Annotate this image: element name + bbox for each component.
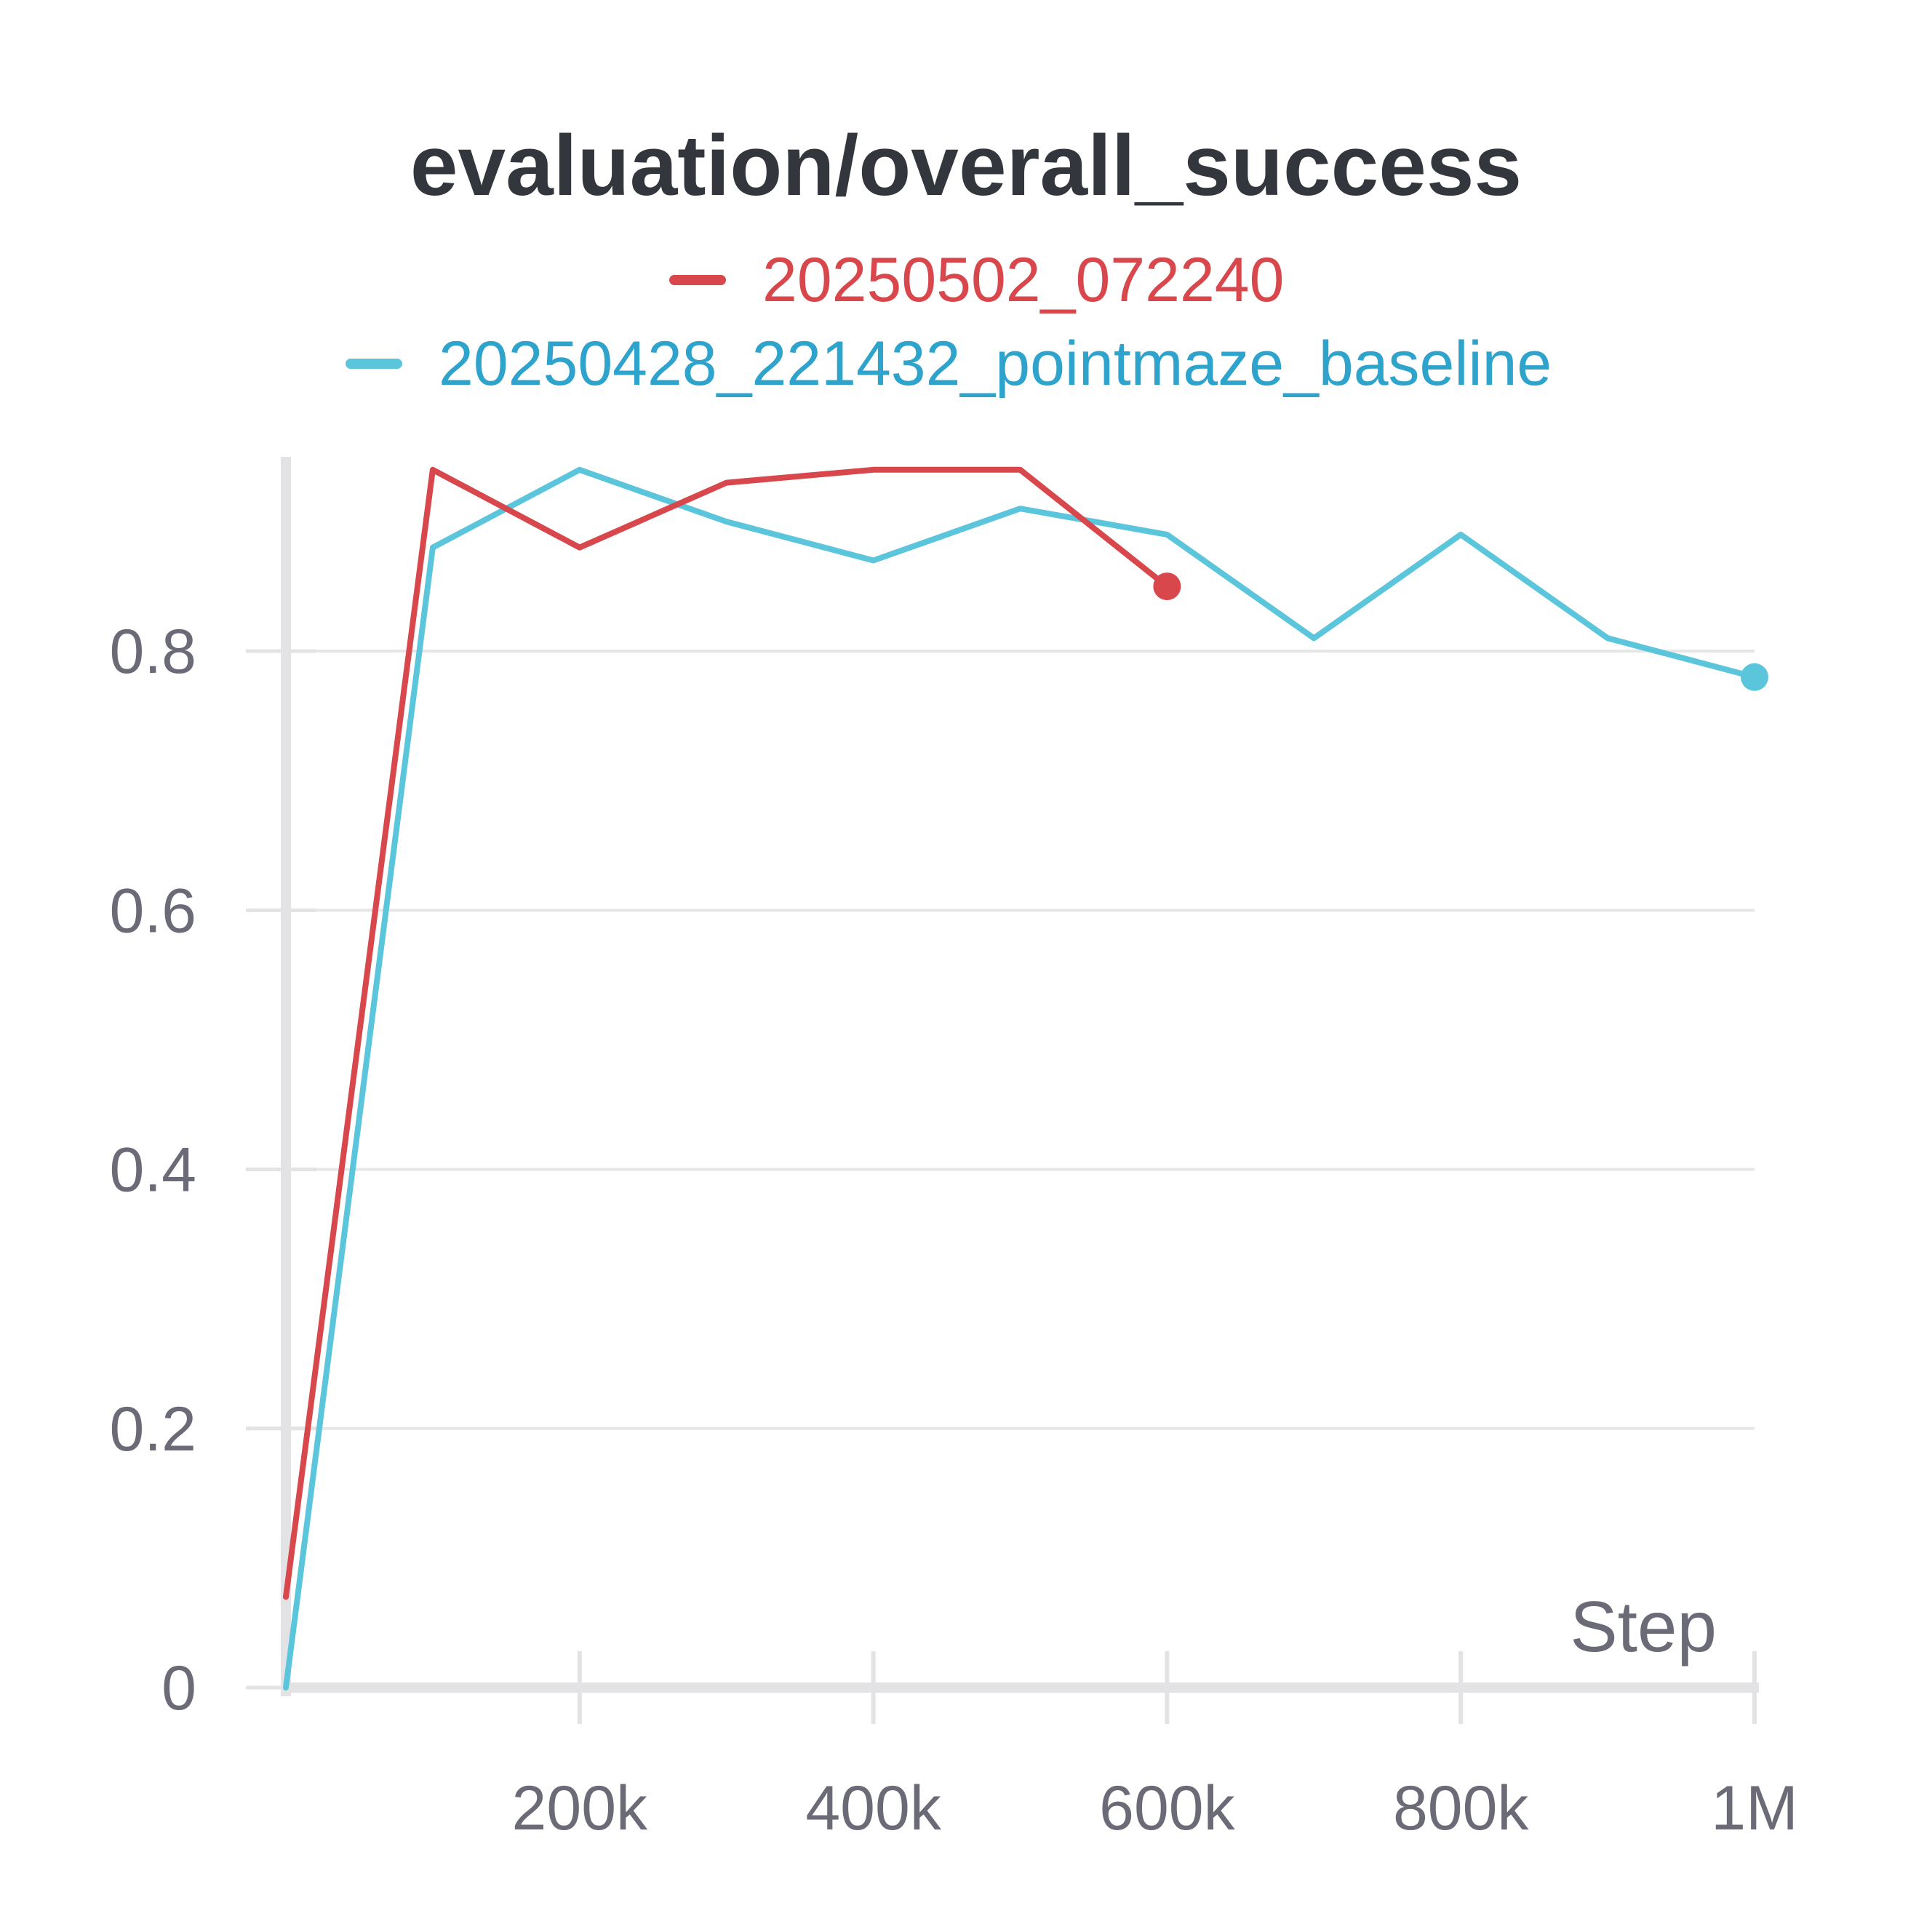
y-tick-label: 0.4 <box>109 1135 196 1205</box>
legend-label-series-1: 20250502_072240 <box>762 244 1285 315</box>
legend-swatch-series-1 <box>669 275 726 285</box>
tick-labels: 0 0.2 0.4 0.6 0.8 200k 400k 600k 800k 1M <box>109 617 1797 1843</box>
series-end-point-1 <box>1153 572 1181 601</box>
legend-swatch-series-2 <box>346 359 402 369</box>
x-tick-label: 200k <box>512 1773 648 1843</box>
y-tick-label: 0.6 <box>109 876 196 946</box>
chart-title: evaluation/overall_success <box>410 118 1522 214</box>
y-tick-label: 0 <box>161 1653 196 1723</box>
x-tick-label: 1M <box>1711 1773 1797 1843</box>
legend-label-series-2: 20250428_221432_pointmaze_baseline <box>439 328 1552 399</box>
legend-item-series-1[interactable]: 20250502_072240 <box>669 240 1284 320</box>
series-line-1 <box>283 466 1170 1600</box>
y-tick-label: 0.2 <box>109 1394 196 1464</box>
x-tick-label: 400k <box>805 1773 941 1843</box>
legend-item-series-2[interactable]: 20250428_221432_pointmaze_baseline <box>346 324 1552 404</box>
x-tick-label: 600k <box>1099 1773 1235 1843</box>
series-line-2 <box>283 466 1757 1691</box>
series-lines <box>283 466 1768 1691</box>
axes <box>246 457 1759 1724</box>
y-tick-label: 0.8 <box>109 617 196 687</box>
x-axis-title: Step <box>1570 1586 1717 1666</box>
x-tick-label: 800k <box>1393 1773 1529 1843</box>
grid-lines <box>286 650 1755 1430</box>
series-end-point-2 <box>1741 663 1768 691</box>
